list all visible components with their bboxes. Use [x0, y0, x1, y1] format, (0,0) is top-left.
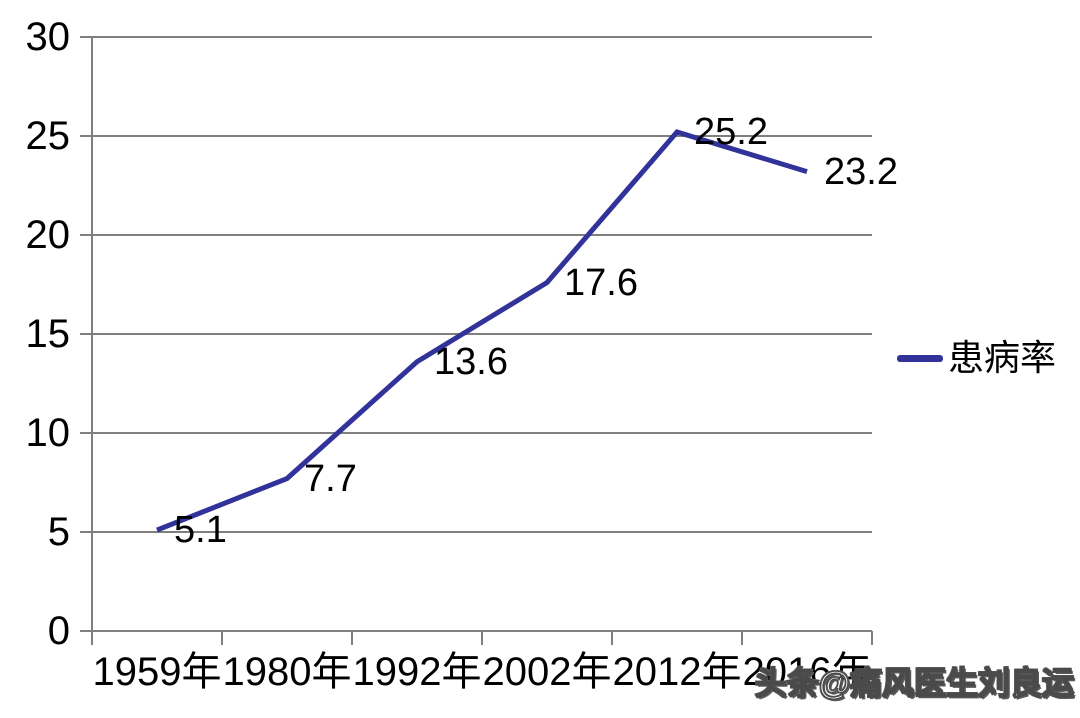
y-axis-tick-label: 25	[25, 114, 71, 158]
y-axis-tick-label: 30	[25, 15, 71, 59]
x-axis-tick-label: 2012年	[612, 650, 742, 694]
data-point-label: 25.2	[694, 111, 768, 154]
data-point-label: 7.7	[304, 457, 357, 500]
x-axis-tick-label: 1980年	[222, 650, 352, 694]
y-axis-tick-label: 20	[25, 213, 71, 257]
y-axis-tick-label: 0	[47, 609, 70, 653]
y-axis-tick-label: 15	[25, 312, 71, 356]
x-axis-tick-label: 2016年	[742, 650, 872, 694]
series-line	[156, 129, 808, 533]
x-axis-tick-label: 1959年	[92, 650, 222, 694]
data-point-label: 13.6	[434, 340, 508, 383]
x-axis-tick-label: 1992年	[352, 650, 482, 694]
chart-legend: 患病率	[897, 336, 1056, 380]
legend-line-swatch	[897, 354, 943, 362]
watermark-text: 头条@痛风医生刘良运	[754, 664, 1075, 702]
legend-series-label: 患病率	[948, 337, 1057, 378]
data-point-label: 23.2	[824, 150, 898, 193]
data-point-label: 17.6	[564, 261, 638, 304]
y-axis-tick-label: 10	[25, 411, 71, 455]
x-axis-tick-label: 2002年	[482, 650, 612, 694]
data-point-label: 5.1	[174, 509, 227, 552]
y-axis-tick-label: 5	[47, 510, 70, 554]
